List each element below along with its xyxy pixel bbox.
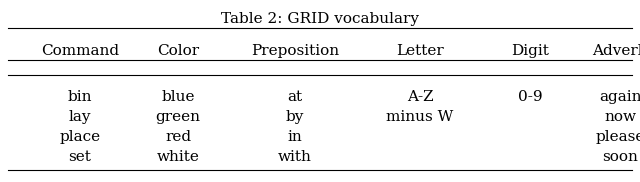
- Text: Color: Color: [157, 44, 199, 58]
- Text: now: now: [604, 110, 636, 124]
- Text: Table 2: GRID vocabulary: Table 2: GRID vocabulary: [221, 12, 419, 26]
- Text: white: white: [157, 150, 200, 164]
- Text: Letter: Letter: [396, 44, 444, 58]
- Text: A-Z: A-Z: [406, 90, 433, 104]
- Text: bin: bin: [68, 90, 92, 104]
- Text: set: set: [68, 150, 92, 164]
- Text: place: place: [60, 130, 100, 144]
- Text: at: at: [287, 90, 303, 104]
- Text: please: please: [595, 130, 640, 144]
- Text: Command: Command: [41, 44, 119, 58]
- Text: Digit: Digit: [511, 44, 549, 58]
- Text: Adverb: Adverb: [592, 44, 640, 58]
- Text: Preposition: Preposition: [251, 44, 339, 58]
- Text: 0-9: 0-9: [518, 90, 542, 104]
- Text: by: by: [286, 110, 304, 124]
- Text: with: with: [278, 150, 312, 164]
- Text: lay: lay: [68, 110, 92, 124]
- Text: soon: soon: [602, 150, 638, 164]
- Text: minus W: minus W: [387, 110, 454, 124]
- Text: green: green: [156, 110, 200, 124]
- Text: blue: blue: [161, 90, 195, 104]
- Text: in: in: [287, 130, 302, 144]
- Text: again: again: [599, 90, 640, 104]
- Text: red: red: [165, 130, 191, 144]
